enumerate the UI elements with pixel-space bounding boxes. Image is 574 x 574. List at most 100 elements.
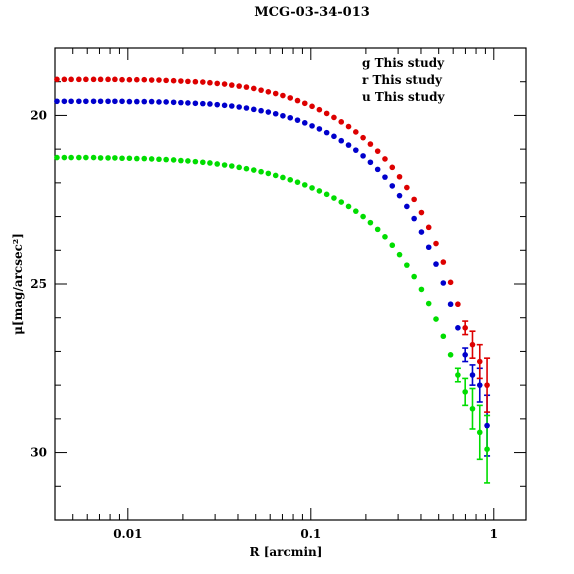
data-point [243,105,250,111]
data-point [170,99,177,106]
data-point [112,76,118,83]
data-point [243,84,250,90]
data-point [331,195,337,201]
data-point [287,114,294,121]
data-point [258,168,264,175]
data-point [54,154,60,161]
y-axis-label: μ[mag/arcsec²] [11,233,25,335]
data-point [462,325,468,331]
chart-title: MCG-03-34-013 [254,5,370,20]
data-point [61,76,68,83]
data-point [105,76,111,83]
data-point [382,156,388,162]
data-point [404,203,410,210]
data-point [469,372,476,378]
data-point [200,79,206,85]
data-point [214,161,221,167]
data-point [207,101,213,107]
data-point [200,100,206,107]
data-point [61,98,68,105]
data-point [316,106,323,113]
data-point [367,141,374,147]
data-point [163,99,169,105]
data-point [462,352,468,358]
data-point [360,213,366,220]
data-point [389,183,396,189]
data-point [97,155,104,161]
data-point [148,98,155,105]
data-point [323,129,330,136]
data-point [207,79,213,86]
data-point [236,104,242,110]
data-point [258,107,264,114]
data-point [105,155,111,161]
data-point [192,78,199,85]
axis-ticks [54,47,526,521]
data-point [447,352,454,358]
data-point [345,142,352,148]
data-point [258,87,264,93]
data-point [76,154,82,161]
data-point [374,166,381,173]
data-point [170,77,177,84]
data-point [228,82,235,88]
data-point [185,100,191,106]
data-point [178,99,184,106]
data-point [126,76,133,83]
data-point [425,300,432,307]
data-point [185,158,191,164]
legend-entry-r: r This study [362,73,443,87]
data-point [221,102,228,109]
data-point [54,98,60,105]
data-point [396,192,403,199]
data-point [389,242,396,249]
data-point [367,219,374,226]
data-point [484,422,490,429]
data-point [345,123,352,130]
y-tick-label: 30 [30,446,47,460]
data-point [440,259,447,265]
data-point [476,358,483,365]
data-point [331,133,337,140]
data-point [236,164,242,171]
data-point [141,76,148,83]
data-point [61,154,68,161]
data-point [119,98,125,105]
data-point [425,244,432,251]
data-point [331,114,337,121]
data-point [374,226,381,233]
data-point [287,177,294,183]
legend-entry-g: g This study [362,56,445,70]
data-point [367,159,374,166]
data-point [185,78,191,85]
data-point [455,301,461,308]
data-point [425,224,432,231]
x-tick-label: 0.01 [113,527,142,541]
data-point [360,153,366,159]
data-point [68,76,74,83]
data-point [360,134,366,141]
data-point [301,100,308,107]
data-point [455,372,461,378]
data-point [411,215,417,222]
data-point [484,446,490,453]
data-point [90,154,97,161]
data-point [382,234,388,240]
data-point [396,251,403,258]
data-point [440,280,447,286]
data-point [374,148,381,154]
data-point [97,98,104,105]
data-point [112,155,118,161]
data-point [250,85,257,92]
data-point [272,110,279,117]
data-point [433,240,439,247]
data-point [68,98,74,105]
data-point [221,81,228,87]
data-point [323,110,330,117]
data-point [76,76,82,83]
data-point [83,98,89,105]
data-point [476,429,483,436]
data-point [250,106,257,113]
x-tick-label: 1 [490,527,498,541]
data-point [294,179,301,185]
